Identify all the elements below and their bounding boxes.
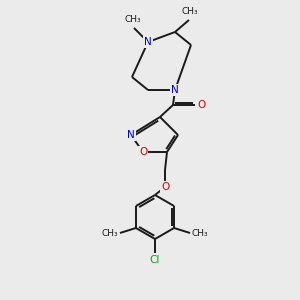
Text: CH₃: CH₃ — [182, 8, 198, 16]
Text: Cl: Cl — [150, 255, 160, 265]
Text: CH₃: CH₃ — [125, 16, 141, 25]
Text: N: N — [171, 85, 179, 95]
Text: O: O — [161, 182, 169, 192]
Text: N: N — [127, 130, 135, 140]
Text: CH₃: CH₃ — [192, 229, 208, 238]
Text: N: N — [144, 37, 152, 47]
Text: O: O — [197, 100, 205, 110]
Text: CH₃: CH₃ — [102, 229, 118, 238]
Text: O: O — [139, 147, 147, 157]
